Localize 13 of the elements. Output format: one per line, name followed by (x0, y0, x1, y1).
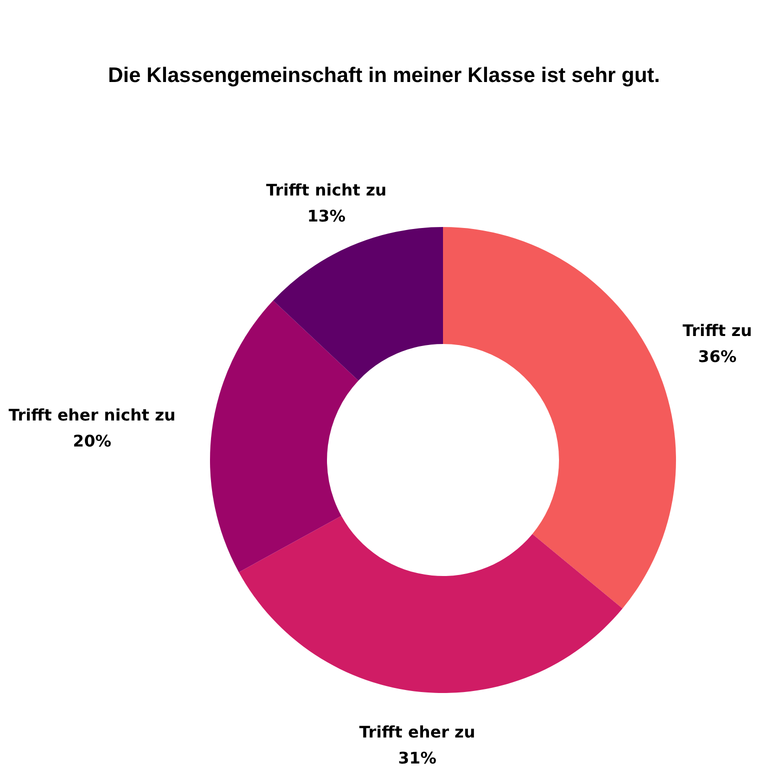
slice-label: Trifft eher nicht zu (8, 406, 176, 425)
donut-slice (443, 227, 676, 609)
data-label: 13% (307, 206, 346, 226)
slice-label: Trifft nicht zu (266, 180, 387, 200)
data-label: 36% (698, 346, 736, 366)
donut-slice (238, 516, 623, 693)
donut-slice (210, 300, 358, 572)
slice-label: Trifft eher zu (359, 722, 476, 742)
chart-title: Die Klassengemeinschaft in meiner Klasse ist sehr gut. (108, 64, 660, 87)
donut-slice (273, 227, 443, 381)
data-label: 20% (72, 432, 112, 451)
slice-label: Trifft zu (682, 320, 752, 340)
data-label: 31% (398, 748, 436, 768)
